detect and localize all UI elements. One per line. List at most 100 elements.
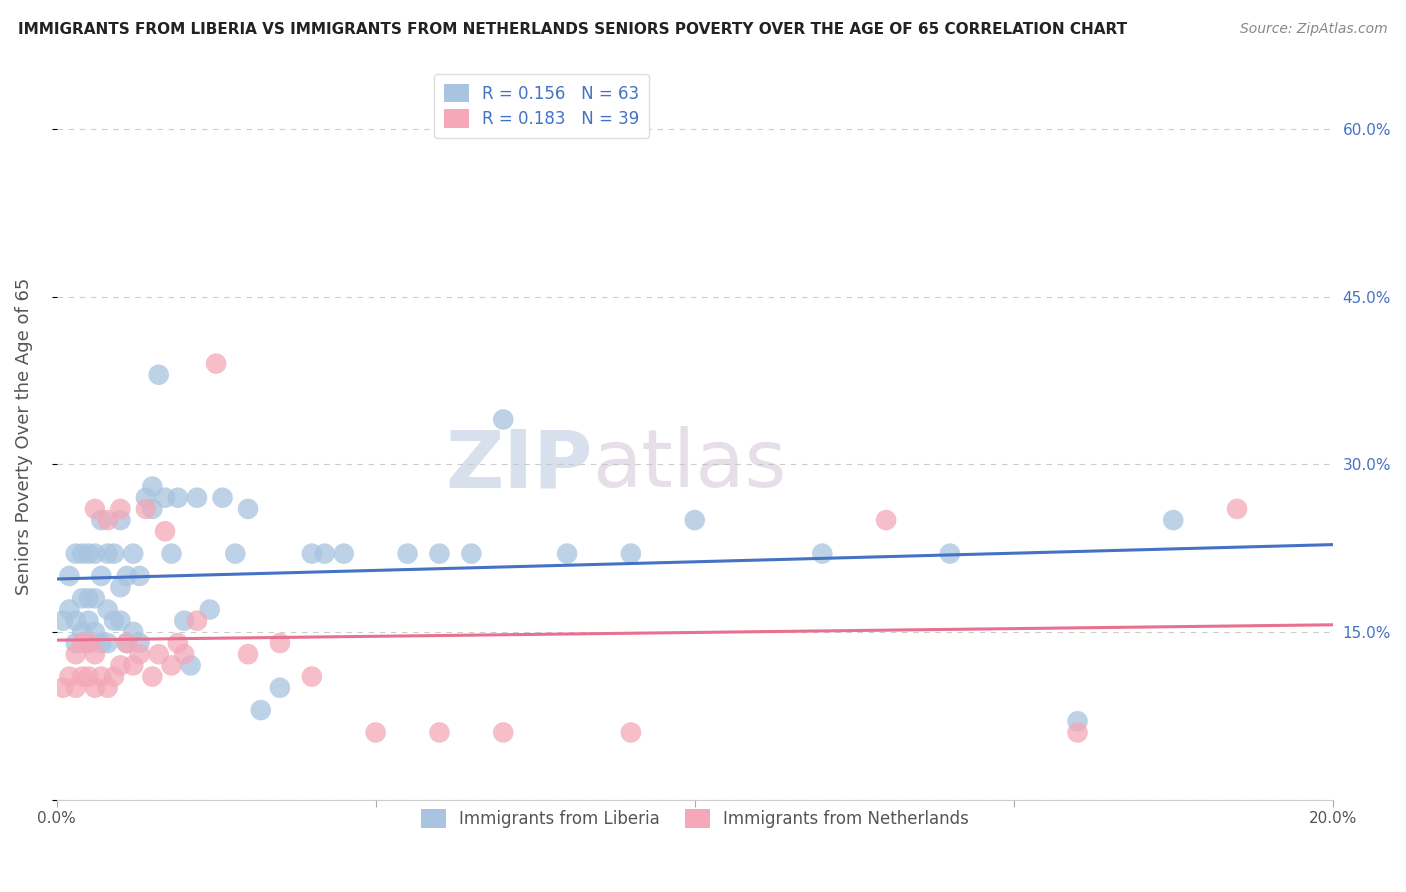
Point — [555, 547, 578, 561]
Point — [83, 591, 105, 606]
Point — [90, 569, 112, 583]
Legend: Immigrants from Liberia, Immigrants from Netherlands: Immigrants from Liberia, Immigrants from… — [413, 803, 976, 835]
Point — [620, 547, 643, 561]
Point — [77, 614, 100, 628]
Point — [429, 547, 451, 561]
Point — [65, 614, 87, 628]
Point — [128, 647, 150, 661]
Point — [1066, 714, 1088, 729]
Point — [97, 681, 120, 695]
Point — [103, 669, 125, 683]
Point — [97, 513, 120, 527]
Text: ZIP: ZIP — [446, 426, 592, 504]
Point — [70, 636, 93, 650]
Point — [83, 647, 105, 661]
Point — [90, 513, 112, 527]
Point — [97, 547, 120, 561]
Point — [110, 658, 132, 673]
Y-axis label: Seniors Poverty Over the Age of 65: Seniors Poverty Over the Age of 65 — [15, 277, 32, 595]
Point — [103, 614, 125, 628]
Point — [83, 681, 105, 695]
Point — [492, 725, 515, 739]
Point — [110, 513, 132, 527]
Point — [148, 647, 170, 661]
Point — [166, 491, 188, 505]
Point — [70, 591, 93, 606]
Point — [70, 547, 93, 561]
Point — [52, 681, 75, 695]
Point — [301, 669, 323, 683]
Point — [1226, 502, 1249, 516]
Point — [122, 624, 145, 639]
Point — [83, 502, 105, 516]
Point — [141, 479, 163, 493]
Point — [301, 547, 323, 561]
Point — [396, 547, 419, 561]
Point — [128, 636, 150, 650]
Point — [224, 547, 246, 561]
Point — [97, 602, 120, 616]
Point — [364, 725, 387, 739]
Point — [186, 491, 208, 505]
Point — [141, 502, 163, 516]
Point — [110, 502, 132, 516]
Point — [141, 669, 163, 683]
Point — [97, 636, 120, 650]
Point — [58, 669, 80, 683]
Point — [429, 725, 451, 739]
Point — [492, 412, 515, 426]
Point — [236, 647, 259, 661]
Point — [77, 636, 100, 650]
Point — [198, 602, 221, 616]
Point — [620, 725, 643, 739]
Point — [110, 580, 132, 594]
Point — [875, 513, 897, 527]
Point — [249, 703, 271, 717]
Point — [58, 602, 80, 616]
Point — [115, 569, 138, 583]
Point — [90, 669, 112, 683]
Point — [65, 647, 87, 661]
Point — [153, 524, 176, 539]
Point — [77, 636, 100, 650]
Text: Source: ZipAtlas.com: Source: ZipAtlas.com — [1240, 22, 1388, 37]
Point — [160, 547, 183, 561]
Point — [683, 513, 706, 527]
Point — [1161, 513, 1184, 527]
Point — [70, 669, 93, 683]
Point — [160, 658, 183, 673]
Point — [180, 658, 202, 673]
Point — [269, 681, 291, 695]
Point — [77, 547, 100, 561]
Point — [148, 368, 170, 382]
Point — [211, 491, 233, 505]
Point — [115, 636, 138, 650]
Text: IMMIGRANTS FROM LIBERIA VS IMMIGRANTS FROM NETHERLANDS SENIORS POVERTY OVER THE : IMMIGRANTS FROM LIBERIA VS IMMIGRANTS FR… — [18, 22, 1128, 37]
Point — [83, 624, 105, 639]
Point — [115, 636, 138, 650]
Point — [332, 547, 354, 561]
Point — [128, 569, 150, 583]
Point — [269, 636, 291, 650]
Point — [65, 681, 87, 695]
Point — [110, 614, 132, 628]
Point — [103, 547, 125, 561]
Point — [77, 669, 100, 683]
Point — [52, 614, 75, 628]
Text: atlas: atlas — [592, 426, 787, 504]
Point — [811, 547, 834, 561]
Point — [236, 502, 259, 516]
Point — [135, 502, 157, 516]
Point — [1066, 725, 1088, 739]
Point — [90, 636, 112, 650]
Point — [135, 491, 157, 505]
Point — [173, 614, 195, 628]
Point — [460, 547, 482, 561]
Point — [65, 636, 87, 650]
Point — [205, 357, 228, 371]
Point — [166, 636, 188, 650]
Point — [153, 491, 176, 505]
Point — [186, 614, 208, 628]
Point — [122, 658, 145, 673]
Point — [173, 647, 195, 661]
